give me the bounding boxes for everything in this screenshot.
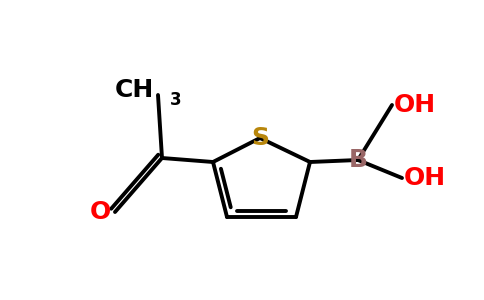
- Text: 3: 3: [170, 91, 182, 109]
- Text: S: S: [251, 126, 269, 150]
- Text: OH: OH: [394, 93, 436, 117]
- Text: OH: OH: [404, 166, 446, 190]
- Text: B: B: [348, 148, 367, 172]
- Text: CH: CH: [115, 78, 154, 102]
- Text: O: O: [90, 200, 111, 224]
